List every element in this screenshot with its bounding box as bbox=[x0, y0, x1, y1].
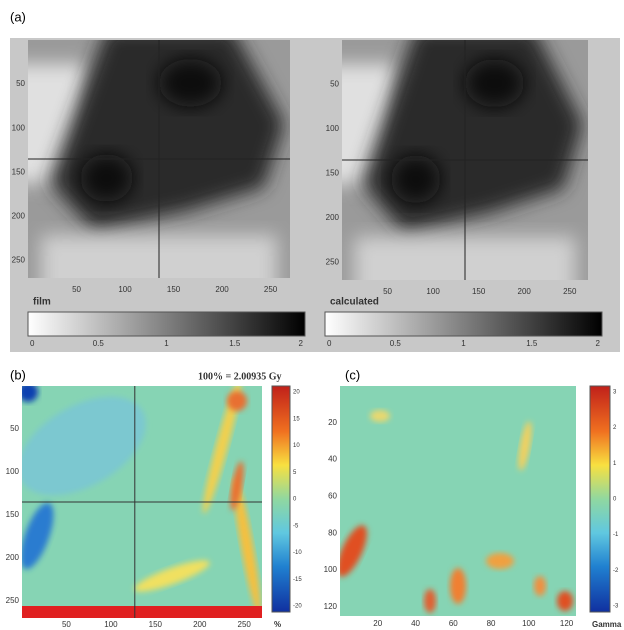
x-tick-label: 50 bbox=[62, 620, 71, 629]
x-tick-label: 150 bbox=[472, 287, 486, 296]
x-tick-label: 50 bbox=[72, 285, 81, 294]
colorbar-tick-label: 0 bbox=[30, 339, 35, 348]
figure: (a) (b) 100% = 2.00935 Gy (c) 5010015020… bbox=[0, 0, 624, 630]
y-tick-label: 100 bbox=[324, 565, 338, 574]
colorbar-tick-label: 0 bbox=[613, 497, 617, 503]
dose-image bbox=[322, 28, 588, 309]
y-tick-label: 250 bbox=[6, 596, 20, 605]
map-blob bbox=[18, 382, 38, 402]
y-tick-label: 40 bbox=[328, 455, 337, 464]
x-tick-label: 200 bbox=[215, 285, 229, 294]
color-map bbox=[331, 386, 576, 616]
colorbar-tick-label: -1 bbox=[613, 532, 619, 538]
x-tick-label: 200 bbox=[193, 620, 207, 629]
y-tick-label: 100 bbox=[6, 467, 20, 476]
x-tick-label: 200 bbox=[518, 287, 532, 296]
dose-image bbox=[8, 28, 290, 306]
x-tick-label: 100 bbox=[426, 287, 440, 296]
red-band bbox=[22, 606, 262, 618]
y-tick-label: 120 bbox=[324, 602, 338, 611]
colorbar-tick-label: -3 bbox=[613, 604, 619, 610]
x-tick-label: 100 bbox=[522, 619, 536, 628]
x-tick-label: 100 bbox=[118, 285, 132, 294]
x-tick-label: 120 bbox=[560, 619, 574, 628]
colorbar-tick-label: 15 bbox=[293, 416, 300, 422]
colorbar-tick-label: -15 bbox=[293, 577, 302, 583]
map-blob bbox=[557, 591, 573, 611]
colorbar-tick-label: 2 bbox=[613, 425, 617, 431]
y-tick-label: 200 bbox=[12, 211, 26, 220]
y-tick-label: 100 bbox=[12, 123, 26, 132]
colorbar-tick-label: 1 bbox=[461, 339, 466, 348]
colorbar-tick-label: 0 bbox=[327, 339, 332, 348]
colorbar-tick-label: 20 bbox=[293, 390, 300, 396]
colorbar-tick-label: 0.5 bbox=[390, 339, 402, 348]
colorbar-tick-label: -2 bbox=[613, 568, 619, 574]
map-blob bbox=[486, 553, 514, 569]
x-tick-label: 20 bbox=[373, 619, 382, 628]
y-tick-label: 20 bbox=[328, 418, 337, 427]
y-tick-label: 200 bbox=[6, 553, 20, 562]
x-tick-label: 50 bbox=[383, 287, 392, 296]
colorbar-tick-label: 0 bbox=[293, 497, 297, 503]
panel-label: (c) bbox=[345, 367, 360, 382]
colorbar-unit: Gamma bbox=[592, 620, 622, 629]
image-caption: film bbox=[33, 297, 51, 308]
x-tick-label: 60 bbox=[449, 619, 458, 628]
image-caption: calculated bbox=[330, 297, 379, 308]
dark-spot bbox=[465, 59, 524, 107]
x-tick-label: 250 bbox=[563, 287, 577, 296]
colorbar-tick-label: 5 bbox=[293, 470, 297, 476]
colorbar-tick-label: 2 bbox=[596, 339, 601, 348]
x-tick-label: 150 bbox=[149, 620, 163, 629]
panel-label: (b) bbox=[10, 367, 26, 382]
x-tick-label: 250 bbox=[264, 285, 278, 294]
annotation: 100% = 2.00935 Gy bbox=[198, 371, 281, 382]
colorbar-tick-label: 10 bbox=[293, 443, 300, 449]
y-tick-label: 250 bbox=[12, 255, 26, 264]
colorbar-tick-label: -10 bbox=[293, 550, 302, 556]
colorbar-tick-label: 1.5 bbox=[526, 339, 538, 348]
colorbar bbox=[272, 386, 290, 612]
y-tick-label: 150 bbox=[326, 168, 340, 177]
colorbar-tick-label: -5 bbox=[293, 523, 299, 529]
colorbar-tick-label: 2 bbox=[299, 339, 304, 348]
color-map bbox=[1, 376, 265, 618]
colorbar bbox=[28, 312, 305, 336]
map-blob bbox=[424, 589, 436, 613]
dark-spot bbox=[80, 154, 132, 202]
y-tick-label: 150 bbox=[6, 510, 20, 519]
x-tick-label: 80 bbox=[487, 619, 496, 628]
colorbar-tick-label: -20 bbox=[293, 604, 302, 610]
colorbar-tick-label: 0.5 bbox=[93, 339, 105, 348]
colorbar bbox=[325, 312, 602, 336]
colorbar-tick-label: 1.5 bbox=[229, 339, 241, 348]
y-tick-label: 250 bbox=[326, 257, 340, 266]
y-tick-label: 150 bbox=[12, 167, 26, 176]
dark-spot bbox=[391, 155, 440, 203]
colorbar-unit: % bbox=[274, 620, 281, 629]
dark-spot bbox=[159, 59, 222, 107]
map-blob bbox=[227, 391, 247, 411]
colorbar-tick-label: 1 bbox=[164, 339, 169, 348]
y-tick-label: 50 bbox=[330, 80, 339, 89]
x-tick-label: 250 bbox=[238, 620, 252, 629]
y-tick-label: 200 bbox=[326, 213, 340, 222]
colorbar-tick-label: 3 bbox=[613, 390, 617, 396]
page: {"panel_a": {"label": "(a)", "images": [… bbox=[0, 0, 624, 630]
x-tick-label: 150 bbox=[167, 285, 181, 294]
colorbar bbox=[590, 386, 610, 612]
map-blob bbox=[450, 568, 466, 604]
x-tick-label: 100 bbox=[104, 620, 118, 629]
colorbar-tick-label: 1 bbox=[613, 461, 617, 467]
x-tick-label: 40 bbox=[411, 619, 420, 628]
y-tick-label: 50 bbox=[16, 79, 25, 88]
y-tick-label: 100 bbox=[326, 124, 340, 133]
y-tick-label: 50 bbox=[10, 424, 19, 433]
panel-label: (a) bbox=[10, 9, 26, 24]
map-blob bbox=[370, 410, 390, 422]
y-tick-label: 80 bbox=[328, 528, 337, 537]
map-blob bbox=[534, 576, 546, 596]
y-tick-label: 60 bbox=[328, 492, 337, 501]
